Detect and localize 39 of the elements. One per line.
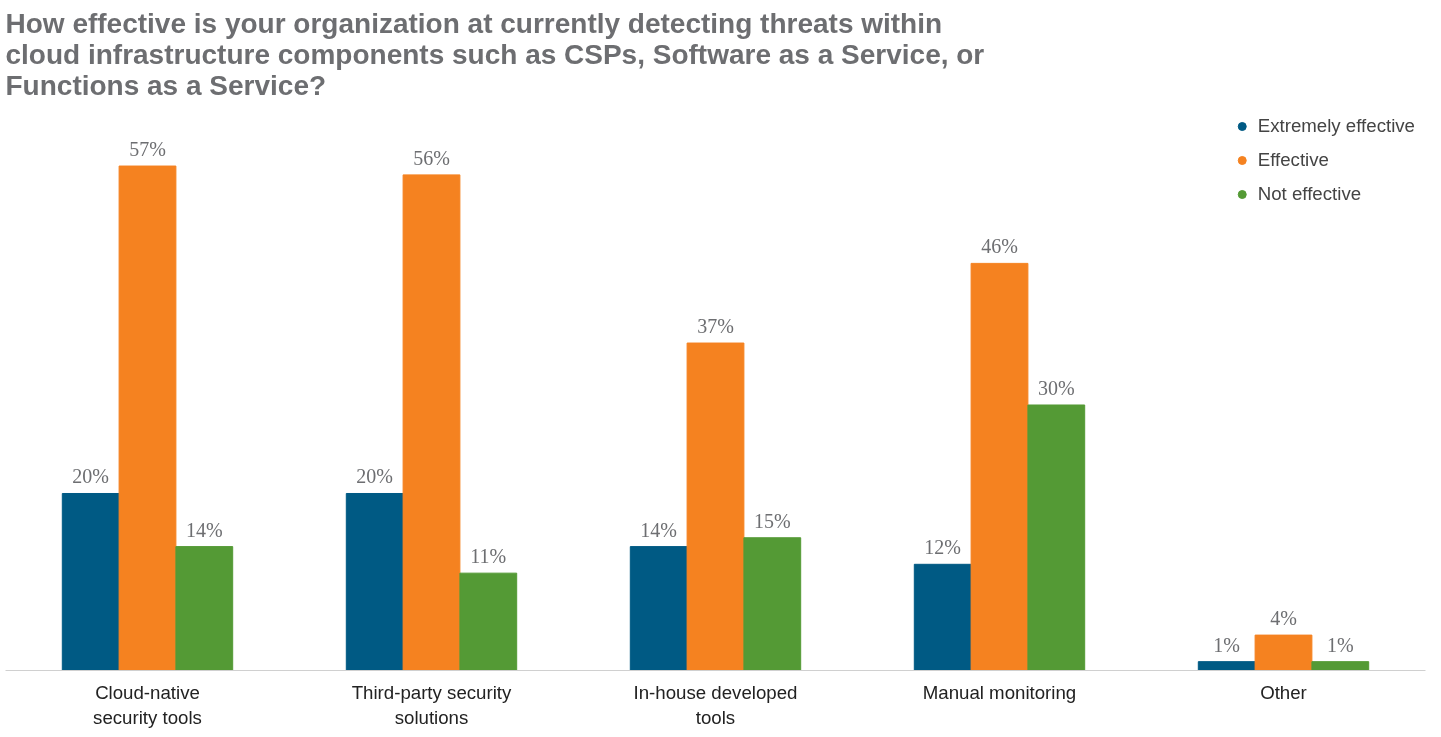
bar: [1254, 634, 1313, 671]
bar: [118, 165, 177, 671]
bar: [402, 174, 461, 671]
legend-label: Effective: [1257, 149, 1329, 171]
chart-title: How effective is your organization at currently detecting threats within cloud infrastructure components such as CSPs, Software as a Service, or Functions as a Service?: [5, 7, 985, 101]
data-label: 15%: [753, 509, 791, 532]
bar: [175, 546, 234, 671]
data-label: 30%: [1037, 376, 1075, 399]
data-label: 12%: [924, 536, 962, 559]
data-label: 14%: [640, 518, 678, 541]
data-label: 46%: [981, 235, 1018, 258]
data-label: 4%: [1270, 607, 1297, 630]
bar: [913, 563, 972, 671]
bar: [970, 262, 1029, 671]
data-label: 20%: [72, 465, 110, 488]
data-label: 56%: [413, 146, 450, 169]
bar: [686, 342, 745, 671]
data-label: 1%: [1213, 633, 1241, 656]
x-tick-label: In-house developed tools: [633, 681, 798, 728]
bar: [345, 492, 404, 671]
x-tick-label: Third-party security solutions: [351, 681, 512, 728]
bar: [743, 537, 802, 671]
bar: [629, 546, 688, 671]
x-tick-label: Cloud-native security tools: [93, 681, 202, 728]
legend-label: Not effective: [1257, 183, 1362, 205]
data-label: 14%: [185, 518, 223, 541]
x-tick-label: Manual monitoring: [922, 681, 1077, 703]
data-label: 57%: [129, 138, 166, 161]
data-label: 11%: [470, 545, 507, 568]
bar: [1197, 661, 1256, 671]
data-label: 20%: [356, 465, 394, 488]
bar: [1311, 661, 1370, 671]
data-label: 1%: [1326, 633, 1354, 656]
bar: [1027, 404, 1086, 671]
bar: [61, 492, 120, 671]
data-label: 37%: [697, 315, 734, 338]
bar: [459, 572, 518, 671]
legend-label: Extremely effective: [1257, 115, 1415, 137]
x-tick-label: Other: [1260, 681, 1307, 703]
